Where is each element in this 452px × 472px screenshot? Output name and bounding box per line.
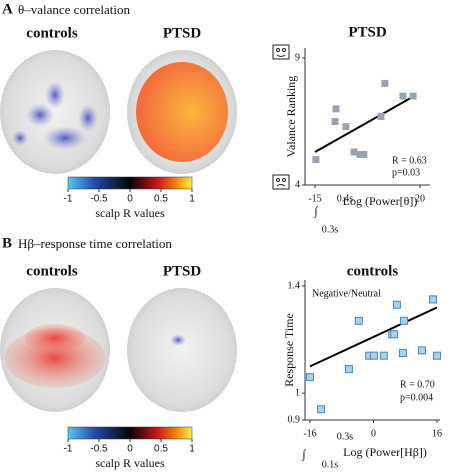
integral-symbol: ∫ xyxy=(313,204,318,218)
x-tick-label: 0 xyxy=(371,428,376,439)
annotation: p=0.03 xyxy=(392,167,420,178)
panel-label: A xyxy=(2,1,13,17)
y-tick-label: 9 xyxy=(295,52,300,63)
point xyxy=(429,295,438,304)
point xyxy=(306,373,314,382)
annotation: R = 0.70 xyxy=(400,379,435,390)
y-tick-label: 1.4 xyxy=(288,280,301,291)
annotation: R = 0.63 xyxy=(392,155,427,166)
point xyxy=(332,105,340,113)
x-tick-label: 16 xyxy=(432,428,442,439)
point xyxy=(360,151,368,159)
annotation: p=0.004 xyxy=(400,392,433,403)
point xyxy=(409,92,417,100)
integral-symbol: ∫ xyxy=(301,447,306,461)
panel-title: θ–valance correlation xyxy=(18,2,130,17)
panel-title: Hβ–response time correlation xyxy=(18,236,172,251)
y-tick-label: 4 xyxy=(295,179,300,190)
map-title: PTSD xyxy=(163,25,202,41)
point xyxy=(390,330,399,339)
scalp-map xyxy=(0,288,110,412)
scalp-map xyxy=(127,50,237,174)
point xyxy=(344,365,353,374)
x-axis-label: Log (Power[θ]) xyxy=(343,194,418,208)
point xyxy=(312,156,320,164)
point xyxy=(331,118,339,125)
face-icon xyxy=(272,44,290,190)
colorbar-tick-label: -1 xyxy=(64,194,73,205)
integral-upper: 0.4s xyxy=(337,193,354,204)
x-axis-label: Log (Power[Hβ]) xyxy=(343,445,427,459)
y-tick-label: 0.9 xyxy=(288,414,301,425)
point xyxy=(369,351,378,360)
trend-line xyxy=(309,306,438,368)
colorbar-tick-label: 0.5 xyxy=(154,444,168,455)
scalp-map xyxy=(0,50,110,174)
chart-title: controls xyxy=(347,263,399,279)
colorbar-tick-label: 1 xyxy=(189,194,195,205)
map-title: controls xyxy=(26,263,78,279)
annotation: Negative/Neutral xyxy=(312,288,381,299)
colorbar-tick-label: 0.5 xyxy=(154,194,168,205)
colorbar-label: scalp R values xyxy=(95,456,165,470)
y-tick-label: 1 xyxy=(295,387,300,398)
x-tick-label: -15 xyxy=(308,193,321,204)
y-axis-label: Response Time xyxy=(282,313,296,387)
point xyxy=(350,148,358,156)
integral-lower: 0.1s xyxy=(322,459,339,470)
colorbar xyxy=(67,176,193,190)
point xyxy=(400,316,409,325)
point xyxy=(317,405,326,414)
point xyxy=(398,349,407,357)
map-title: controls xyxy=(26,25,78,41)
point xyxy=(399,92,407,100)
point xyxy=(342,123,350,131)
point xyxy=(377,112,385,120)
colorbar-tick-label: -0.5 xyxy=(90,194,108,205)
integral-upper: 0.3s xyxy=(337,431,354,442)
trend-line xyxy=(314,95,415,153)
point xyxy=(392,300,401,309)
scalp-map xyxy=(127,288,237,412)
colorbar-tick-label: -0.5 xyxy=(90,444,108,455)
point xyxy=(433,351,441,360)
integral-lower: 0.3s xyxy=(322,224,339,235)
colorbar-label: scalp R values xyxy=(95,206,165,220)
panel-label: B xyxy=(2,235,12,251)
point xyxy=(379,351,388,360)
colorbar-tick-label: 1 xyxy=(189,444,195,455)
x-tick-label: 20 xyxy=(415,193,425,204)
point xyxy=(354,316,363,325)
colorbar xyxy=(67,426,193,440)
chart-title: PTSD xyxy=(348,24,387,40)
x-tick-label: -16 xyxy=(303,428,316,439)
point xyxy=(381,79,389,87)
colorbar-tick-label: -1 xyxy=(64,444,73,455)
colorbar-tick-label: 0 xyxy=(127,444,133,455)
point xyxy=(417,346,426,355)
map-title: PTSD xyxy=(163,263,202,279)
point xyxy=(356,151,364,159)
y-axis-label: Valance Ranking xyxy=(284,76,298,158)
colorbar-tick-label: 0 xyxy=(127,194,133,205)
